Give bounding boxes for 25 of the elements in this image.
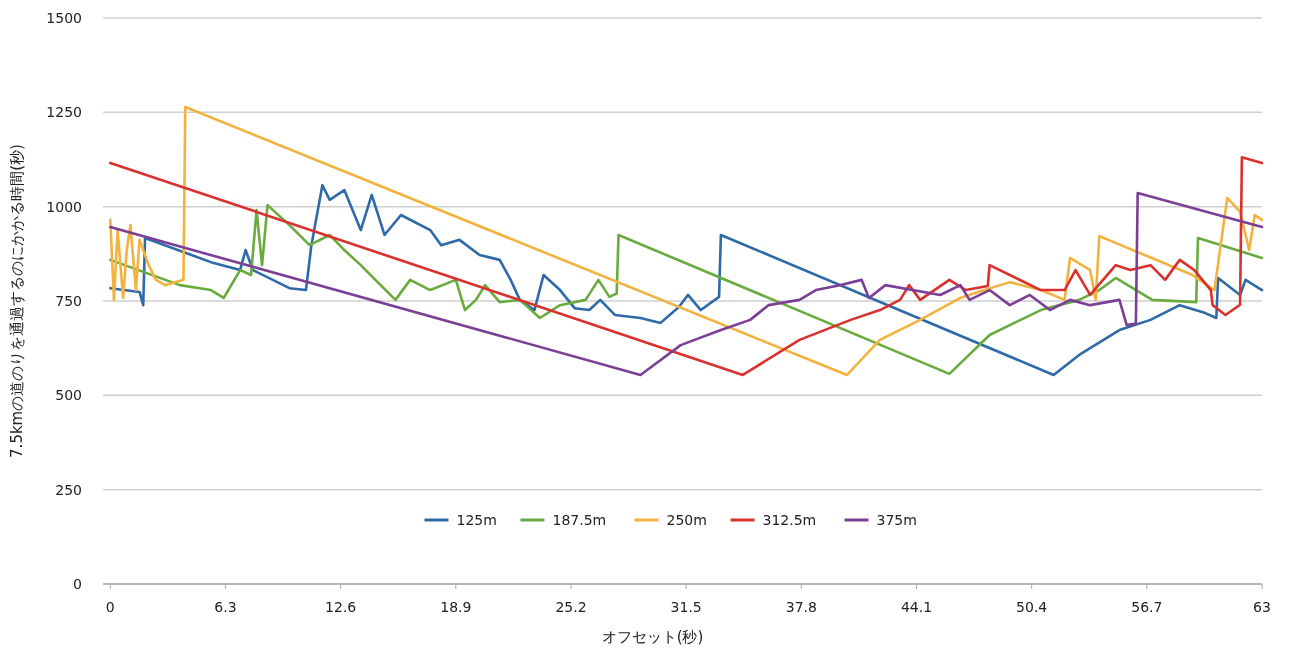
x-tick-label: 18.9 [440,599,472,615]
y-tick-label: 1500 [46,10,82,26]
x-tick-label: 0 [105,599,115,615]
legend-label: 187.5m [552,512,607,528]
x-tick-label: 37.8 [785,599,817,615]
x-tick-label: 56.7 [1131,599,1163,615]
y-axis-title: 7.5kmの道のりを通過するのにかかる時間(秒) [8,144,26,458]
y-tick-label: 1250 [46,104,82,121]
x-tick-label: 31.5 [670,599,702,615]
x-tick-label: 63 [1253,599,1271,615]
legend-label: 312.5m [762,512,817,528]
legend-label: 375m [876,512,917,528]
y-tick-label: 750 [55,293,82,309]
x-tick-label: 25.2 [555,599,587,615]
y-tick-label: 500 [55,387,82,404]
x-tick-label: 44.1 [900,599,933,615]
y-tick-label: 250 [55,481,82,498]
x-tick-label: 50.4 [1016,599,1048,615]
x-axis-title: オフセット(秒) [601,628,704,646]
x-tick-label: 12.6 [325,599,357,615]
y-tick-label: 1000 [46,198,82,215]
x-tick-label: 6.3 [214,599,237,615]
y-tick-label: 0 [73,576,82,592]
legend-label: 125m [456,512,497,528]
legend-label: 250m [666,512,707,528]
